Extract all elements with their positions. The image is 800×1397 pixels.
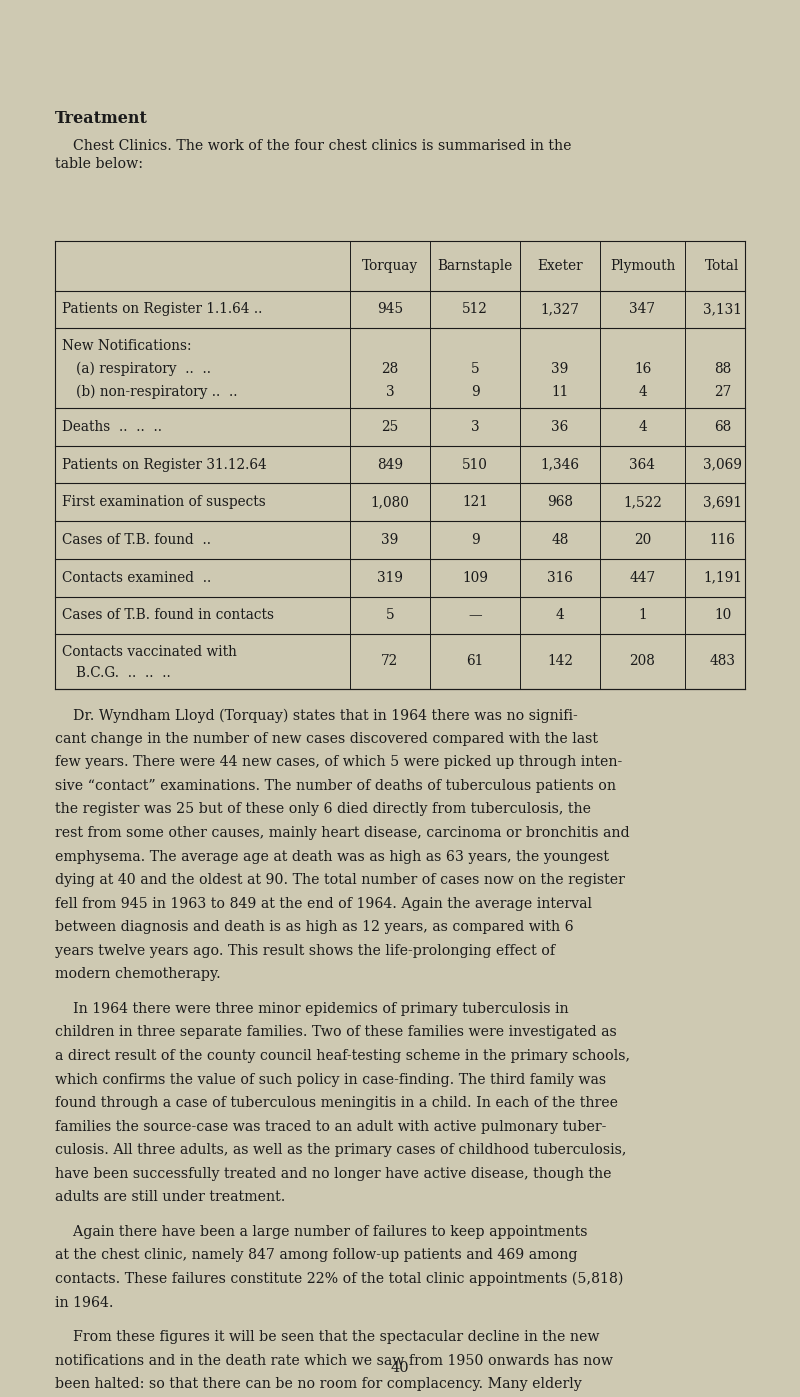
Text: Patients on Register 31.12.64: Patients on Register 31.12.64 xyxy=(62,457,266,472)
Text: —: — xyxy=(468,608,482,623)
Text: Torquay: Torquay xyxy=(362,258,418,272)
Text: 1,191: 1,191 xyxy=(703,570,742,585)
Text: 3: 3 xyxy=(470,419,479,434)
Text: Chest Clinics. The work of the four chest clinics is summarised in the: Chest Clinics. The work of the four ches… xyxy=(55,140,571,154)
Text: children in three separate families. Two of these families were investigated as: children in three separate families. Two… xyxy=(55,1025,617,1039)
Text: families the source-case was traced to an adult with active pulmonary tuber-: families the source-case was traced to a… xyxy=(55,1119,606,1133)
Text: 20: 20 xyxy=(634,532,651,548)
Text: Contacts examined  ..: Contacts examined .. xyxy=(62,570,211,585)
Text: culosis. All three adults, as well as the primary cases of childhood tuberculosi: culosis. All three adults, as well as th… xyxy=(55,1143,626,1157)
Text: emphysema. The average age at death was as high as 63 years, the youngest: emphysema. The average age at death was … xyxy=(55,849,609,863)
Text: 9: 9 xyxy=(470,386,479,400)
Text: 1,522: 1,522 xyxy=(623,495,662,510)
Text: 25: 25 xyxy=(382,419,398,434)
Text: 1,080: 1,080 xyxy=(370,495,410,510)
Text: found through a case of tuberculous meningitis in a child. In each of the three: found through a case of tuberculous meni… xyxy=(55,1097,618,1111)
Text: First examination of suspects: First examination of suspects xyxy=(62,495,266,510)
Text: From these figures it will be seen that the spectacular decline in the new: From these figures it will be seen that … xyxy=(55,1330,599,1344)
Text: 28: 28 xyxy=(382,362,398,376)
Text: few years. There were 44 new cases, of which 5 were picked up through inten-: few years. There were 44 new cases, of w… xyxy=(55,756,622,770)
Text: a direct result of the county council heaf-testing scheme in the primary schools: a direct result of the county council he… xyxy=(55,1049,630,1063)
Text: 1: 1 xyxy=(638,608,647,623)
Text: the register was 25 but of these only 6 died directly from tuberculosis, the: the register was 25 but of these only 6 … xyxy=(55,802,591,816)
Text: 849: 849 xyxy=(377,457,403,472)
Text: modern chemotherapy.: modern chemotherapy. xyxy=(55,967,221,981)
Text: 5: 5 xyxy=(386,608,394,623)
Text: 1,346: 1,346 xyxy=(541,457,579,472)
Text: Barnstaple: Barnstaple xyxy=(438,258,513,272)
Text: in 1964.: in 1964. xyxy=(55,1295,114,1309)
Text: 72: 72 xyxy=(382,654,398,669)
Text: 39: 39 xyxy=(382,532,398,548)
Text: Deaths  ..  ..  ..: Deaths .. .. .. xyxy=(62,419,162,434)
Text: 11: 11 xyxy=(551,386,569,400)
Text: 4: 4 xyxy=(556,608,564,623)
Text: 364: 364 xyxy=(630,457,655,472)
Text: 3: 3 xyxy=(386,386,394,400)
Text: 1,327: 1,327 xyxy=(541,302,579,317)
Text: 4: 4 xyxy=(638,419,647,434)
Text: 121: 121 xyxy=(462,495,488,510)
Text: table below:: table below: xyxy=(55,158,143,172)
Text: 316: 316 xyxy=(547,570,573,585)
Text: 40: 40 xyxy=(390,1361,410,1375)
Text: 68: 68 xyxy=(714,419,731,434)
Text: Total: Total xyxy=(706,258,740,272)
Text: 4: 4 xyxy=(638,386,647,400)
Text: contacts. These failures constitute 22% of the total clinic appointments (5,818): contacts. These failures constitute 22% … xyxy=(55,1273,623,1287)
Text: adults are still under treatment.: adults are still under treatment. xyxy=(55,1190,286,1204)
Text: 142: 142 xyxy=(547,654,573,669)
Text: fell from 945 in 1963 to 849 at the end of 1964. Again the average interval: fell from 945 in 1963 to 849 at the end … xyxy=(55,897,592,911)
Text: 3,691: 3,691 xyxy=(703,495,742,510)
Text: New Notifications:: New Notifications: xyxy=(62,339,191,353)
Text: years twelve years ago. This result shows the life-prolonging effect of: years twelve years ago. This result show… xyxy=(55,944,555,958)
Text: (b) non-respiratory ..  ..: (b) non-respiratory .. .. xyxy=(76,384,238,400)
Text: 447: 447 xyxy=(630,570,655,585)
Text: 27: 27 xyxy=(714,386,731,400)
Text: 3,069: 3,069 xyxy=(703,457,742,472)
Text: Dr. Wyndham Lloyd (Torquay) states that in 1964 there was no signifi-: Dr. Wyndham Lloyd (Torquay) states that … xyxy=(55,708,578,722)
Text: at the chest clinic, namely 847 among follow-up patients and 469 among: at the chest clinic, namely 847 among fo… xyxy=(55,1249,578,1263)
Text: have been successfully treated and no longer have active disease, though the: have been successfully treated and no lo… xyxy=(55,1166,611,1180)
Text: Exeter: Exeter xyxy=(537,258,583,272)
Text: been halted: so that there can be no room for complacency. Many elderly: been halted: so that there can be no roo… xyxy=(55,1377,582,1391)
Text: notifications and in the death rate which we saw from 1950 onwards has now: notifications and in the death rate whic… xyxy=(55,1354,613,1368)
Text: In 1964 there were three minor epidemics of primary tuberculosis in: In 1964 there were three minor epidemics… xyxy=(55,1002,569,1016)
Text: Treatment: Treatment xyxy=(55,110,148,127)
Text: between diagnosis and death is as high as 12 years, as compared with 6: between diagnosis and death is as high a… xyxy=(55,921,574,935)
Text: 61: 61 xyxy=(466,654,484,669)
Text: 109: 109 xyxy=(462,570,488,585)
Text: 10: 10 xyxy=(714,608,731,623)
Text: 48: 48 xyxy=(551,532,569,548)
Text: 319: 319 xyxy=(377,570,403,585)
Text: Patients on Register 1.1.64 ..: Patients on Register 1.1.64 .. xyxy=(62,302,262,317)
Text: 36: 36 xyxy=(551,419,569,434)
Text: dying at 40 and the oldest at 90. The total number of cases now on the register: dying at 40 and the oldest at 90. The to… xyxy=(55,873,625,887)
Text: cant change in the number of new cases discovered compared with the last: cant change in the number of new cases d… xyxy=(55,732,598,746)
Text: sive “contact” examinations. The number of deaths of tuberculous patients on: sive “contact” examinations. The number … xyxy=(55,780,616,793)
Text: 968: 968 xyxy=(547,495,573,510)
Text: 9: 9 xyxy=(470,532,479,548)
Text: 512: 512 xyxy=(462,302,488,317)
Text: 5: 5 xyxy=(470,362,479,376)
Text: B.C.G.  ..  ..  ..: B.C.G. .. .. .. xyxy=(76,666,170,680)
Text: Cases of T.B. found  ..: Cases of T.B. found .. xyxy=(62,532,211,548)
Text: (a) respiratory  ..  ..: (a) respiratory .. .. xyxy=(76,362,211,376)
Text: Cases of T.B. found in contacts: Cases of T.B. found in contacts xyxy=(62,608,274,623)
Text: Plymouth: Plymouth xyxy=(610,258,675,272)
Text: 945: 945 xyxy=(377,302,403,317)
Text: 483: 483 xyxy=(710,654,735,669)
Text: 116: 116 xyxy=(710,532,735,548)
Text: Contacts vaccinated with: Contacts vaccinated with xyxy=(62,644,237,658)
Text: 208: 208 xyxy=(630,654,655,669)
Text: Again there have been a large number of failures to keep appointments: Again there have been a large number of … xyxy=(55,1225,587,1239)
Text: 510: 510 xyxy=(462,457,488,472)
Text: 88: 88 xyxy=(714,362,731,376)
Text: 39: 39 xyxy=(551,362,569,376)
Text: which confirms the value of such policy in case-finding. The third family was: which confirms the value of such policy … xyxy=(55,1073,606,1087)
Text: 16: 16 xyxy=(634,362,651,376)
Text: 3,131: 3,131 xyxy=(703,302,742,317)
Text: rest from some other causes, mainly heart disease, carcinoma or bronchitis and: rest from some other causes, mainly hear… xyxy=(55,826,630,840)
Text: 347: 347 xyxy=(630,302,655,317)
